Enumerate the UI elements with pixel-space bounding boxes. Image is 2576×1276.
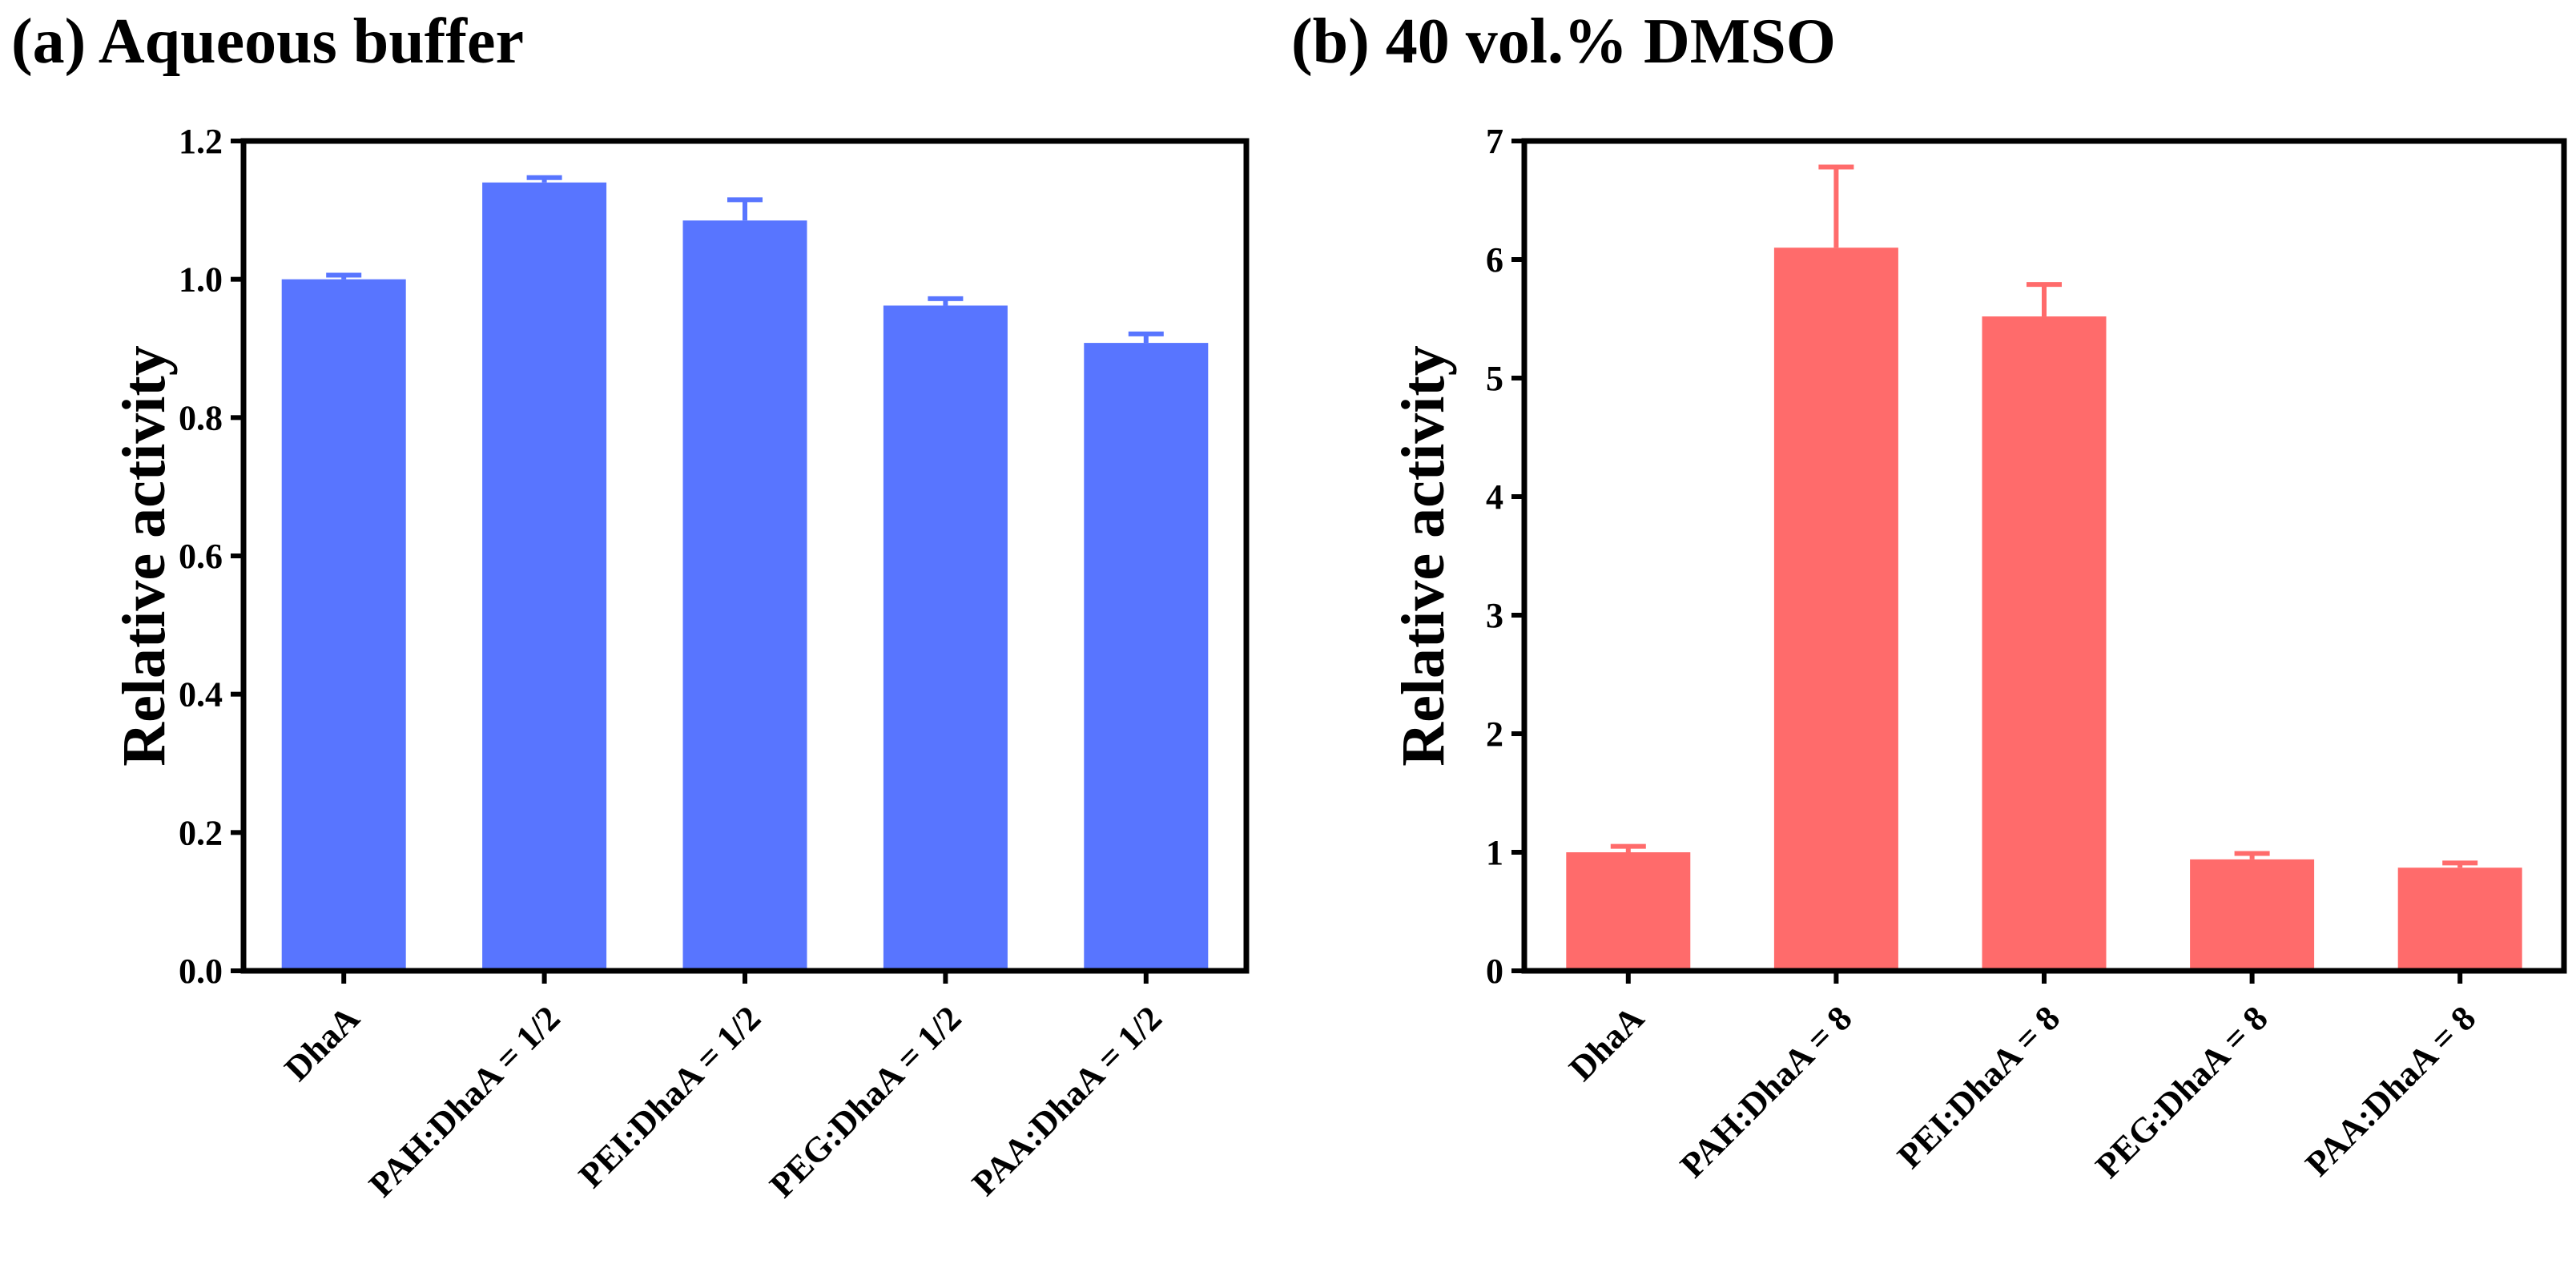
panel-a-category-label: PEI:DhaA = 1/2 (571, 998, 768, 1195)
panel-b-frame (1521, 138, 2567, 974)
panel-b-y-tick-label: 2 (1486, 714, 1503, 754)
panel-a-bar (1084, 343, 1209, 971)
panel-b-bar (2397, 867, 2522, 971)
panel-a-y-axis-label: Relative activity (111, 345, 178, 766)
panel-a-y-tick-label: 1.0 (179, 260, 223, 300)
panel-b-category-label: PAH:DhaA = 8 (1672, 998, 1859, 1185)
panel-b-y-axis-label: Relative activity (1390, 345, 1457, 766)
panel-b-y-tick-label: 0 (1486, 952, 1503, 991)
panel-a-category-label: PEG:DhaA = 1/2 (762, 998, 968, 1205)
panel-b-category-label: PEG:DhaA = 8 (2088, 998, 2276, 1185)
panel-a-title: (a) Aqueous buffer (11, 6, 524, 77)
panel-b-y-tick-label: 4 (1486, 477, 1503, 517)
panel-b-bar (1773, 248, 1898, 971)
panel-b-category-label: PAA:DhaA = 8 (2298, 998, 2484, 1184)
panel-b-title: (b) 40 vol.% DMSO (1291, 6, 1836, 77)
panel-a-y-tick-label: 0.8 (179, 398, 223, 437)
panel-a-bar (482, 182, 607, 972)
panel-b-y-tick-label: 5 (1486, 359, 1503, 398)
panel-b-marks: 0 1 2 3 4 5 6 7 DhaA PAH:DhaA = 8 PEI:DhaA = 8 PEG:… (1486, 122, 2522, 1185)
panel-a-y-tick-label: 0.2 (179, 813, 223, 852)
panel-a-y-tick-label: 0.6 (179, 537, 223, 576)
panel-b-bar (1566, 852, 1691, 971)
panel-b: (b) 40 vol.% DMSO 0 1 2 3 4 5 6 7 DhaA PAH:DhaA =… (1291, 6, 2567, 1185)
panel-a-y-tick-label: 0.4 (179, 675, 223, 714)
panel-a-frame (240, 138, 1250, 974)
panel-a-bar (281, 279, 406, 972)
panel-a-bar (682, 220, 807, 971)
panel-b-y-tick-label: 3 (1486, 596, 1503, 635)
panel-a-category-label: PAH:DhaA = 1/2 (361, 998, 567, 1204)
panel-b-category-label: DhaA (1561, 998, 1652, 1089)
panel-a-y-tick-label: 0.0 (179, 952, 223, 991)
panel-b-y-tick-label: 7 (1486, 122, 1503, 161)
panel-a-category-label: DhaA (277, 998, 368, 1089)
panel-a-bar (883, 305, 1008, 971)
panel-a: (a) Aqueous buffer 0.0 0.2 0.4 0.6 0.8 1.0 1.2… (11, 6, 1250, 1206)
panel-a-y-tick-label: 1.2 (179, 122, 223, 161)
panel-b-category-label: PEI:DhaA = 8 (1890, 998, 2067, 1176)
panel-b-y-tick-label: 6 (1486, 240, 1503, 280)
panel-b-bar (1982, 316, 2107, 971)
panel-b-y-tick-label: 1 (1486, 833, 1503, 872)
panel-a-category-label: PAA:DhaA = 1/2 (964, 998, 1169, 1203)
panel-b-bar (2190, 859, 2315, 971)
